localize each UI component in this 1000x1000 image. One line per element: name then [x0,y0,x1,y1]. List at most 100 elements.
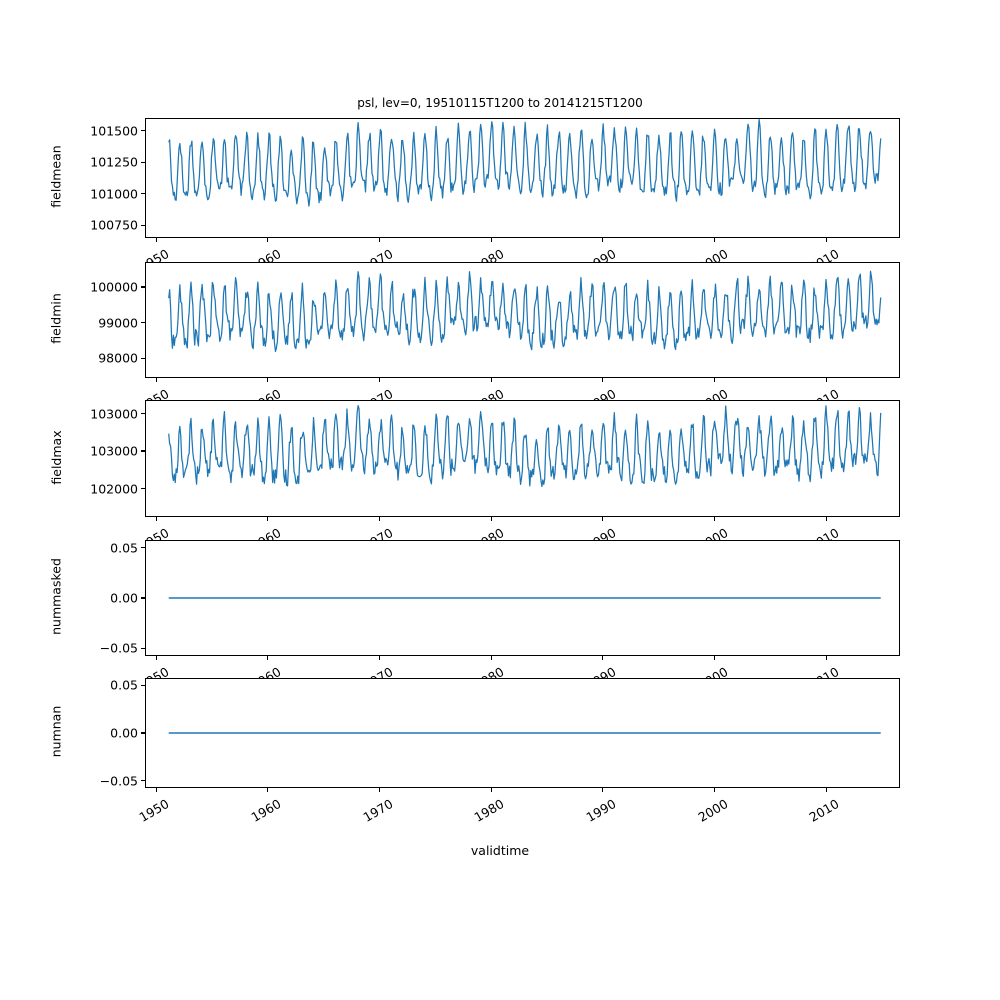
xtick-mark-numnan-0 [155,788,157,792]
xtick-mark-fieldmean-4 [602,238,604,242]
ytick-label-numnan-0: −0.05 [99,773,138,789]
series-nummasked [146,541,899,655]
ytick-mark-numnan-2 [141,684,145,686]
ytick-label-fieldmin-2: 100000 [90,279,138,295]
xtick-label-numnan-3: 1980 [471,796,507,825]
panel-fieldmax [145,400,900,517]
ytick-label-fieldmean-3: 101500 [90,123,138,139]
xtick-label-fieldmin-1: 1960 [174,386,283,400]
xtick-label-nummasked-5: 2000 [620,664,730,678]
xtick-label-numnan-1: 1960 [248,796,284,825]
xtick-mark-fieldmin-1 [267,378,269,382]
xtick-mark-nummasked-0 [155,656,157,660]
ytick-label-nummasked-1: 0.00 [110,590,138,606]
xtick-mark-numnan-6 [825,788,827,792]
ytick-label-nummasked-2: 0.05 [110,540,138,556]
xtick-label-fieldmin-2: 1970 [285,386,395,400]
xtick-label-fieldmean-6: 2010 [806,246,842,262]
xtick-label-numnan-5: 2000 [695,796,731,825]
ytick-label-fieldmax-1: 103000 [90,443,138,459]
xtick-mark-numnan-3 [490,788,492,792]
xtick-label-fieldmax-4: 1990 [583,525,619,540]
xtick-mark-numnan-4 [602,788,604,792]
xtick-mark-fieldmax-3 [490,517,492,521]
xtick-band-fieldmax: 1950 1960 1970 1980 1990 2000 2010 [0,517,1000,540]
xtick-label-fieldmean-1: 1960 [248,246,284,262]
xtick-label-fieldmean-4: 1990 [583,246,619,262]
xtick-label-fieldmean-0: 1950 [136,246,172,262]
xtick-label-fieldmax-1: 1960 [248,525,284,540]
ytick-label-fieldmin-0: 98000 [98,350,138,366]
panel-numnan [145,678,900,788]
xtick-mark-nummasked-4 [602,656,604,660]
y-axis-label-fieldmean: fieldmean [48,145,64,208]
panel-nummasked [145,540,900,656]
ytick-mark-fieldmax-1 [141,450,145,452]
figure-title: psl, lev=0, 19510115T1200 to 20141215T12… [357,96,643,110]
xtick-label-fieldmin-3: 1980 [397,386,507,400]
xtick-mark-fieldmin-2 [378,378,381,382]
xtick-mark-fieldmin-3 [490,378,492,382]
xtick-mark-nummasked-1 [267,656,269,660]
xtick-label-fieldmax-3: 1980 [471,525,507,540]
xtick-label-fieldmin-6: 2010 [732,386,842,400]
xtick-mark-fieldmin-6 [825,378,827,382]
xtick-mark-fieldmean-6 [825,238,827,242]
ytick-mark-nummasked-0 [141,647,145,649]
xtick-mark-numnan-1 [267,788,269,792]
xtick-mark-nummasked-3 [490,656,492,660]
xtick-label-fieldmax-5: 2000 [695,525,731,540]
axes-frame-nummasked [145,540,900,656]
xtick-label-nummasked-3: 1980 [397,664,507,678]
xtick-label-fieldmax-6: 2010 [806,525,842,540]
xtick-label-fieldmin-0: 1950 [62,386,172,400]
xtick-mark-fieldmax-2 [378,517,381,521]
ytick-mark-fieldmean-1 [141,193,145,195]
ytick-label-nummasked-0: −0.05 [99,640,138,656]
xtick-band-numnan: 1950 1960 1970 1980 1990 2000 2010 [0,788,1000,848]
xtick-label-fieldmean-3: 1980 [471,246,507,262]
xtick-mark-fieldmean-1 [267,238,269,242]
xtick-mark-fieldmean-5 [714,238,716,242]
xtick-label-nummasked-2: 1970 [285,664,395,678]
ytick-mark-fieldmean-3 [141,130,145,132]
ytick-label-fieldmax-2: 103000 [90,406,138,421]
ytick-label-fieldmin-1: 99000 [98,315,138,331]
axes-frame-fieldmean [145,118,900,238]
xtick-label-nummasked-4: 1990 [509,664,618,678]
axes-frame-fieldmax [145,400,900,517]
xtick-label-fieldmin-5: 2000 [620,386,730,400]
y-axis-label-fieldmax: fieldmax [48,429,64,485]
xtick-mark-fieldmax-1 [267,517,269,521]
ytick-label-numnan-2: 0.05 [110,677,138,693]
xtick-mark-fieldmin-0 [155,378,157,382]
xtick-mark-numnan-5 [714,788,716,792]
xtick-label-nummasked-0: 1950 [62,664,172,678]
panel-fieldmean [145,118,900,238]
xtick-mark-fieldmean-2 [378,238,381,242]
xtick-mark-fieldmin-5 [714,378,716,382]
panel-fieldmin [145,262,900,378]
ytick-mark-numnan-1 [141,732,145,734]
axes-frame-fieldmin [145,262,900,378]
ytick-label-numnan-1: 0.00 [110,725,138,741]
xtick-label-fieldmax-0: 1950 [136,525,172,540]
xtick-label-fieldmean-5: 2000 [695,246,731,262]
xtick-mark-fieldmax-4 [602,517,604,521]
series-fieldmean [146,119,899,237]
axes-frame-numnan [145,678,900,788]
xtick-mark-nummasked-6 [825,656,827,660]
series-fieldmax [146,401,899,516]
xtick-mark-fieldmean-3 [490,238,492,242]
ytick-label-fieldmax-0: 102000 [90,481,138,496]
xtick-band-fieldmean: 1950 1960 1970 1980 1990 2000 2010 [0,238,1000,262]
ytick-label-fieldmean-2: 101250 [90,154,138,170]
ytick-mark-fieldmax-0 [141,487,145,490]
ytick-label-fieldmean-0: 100750 [90,217,138,233]
series-numnan [146,679,899,787]
series-fieldmin [146,263,899,377]
xtick-label-fieldmean-2: 1970 [359,246,396,262]
